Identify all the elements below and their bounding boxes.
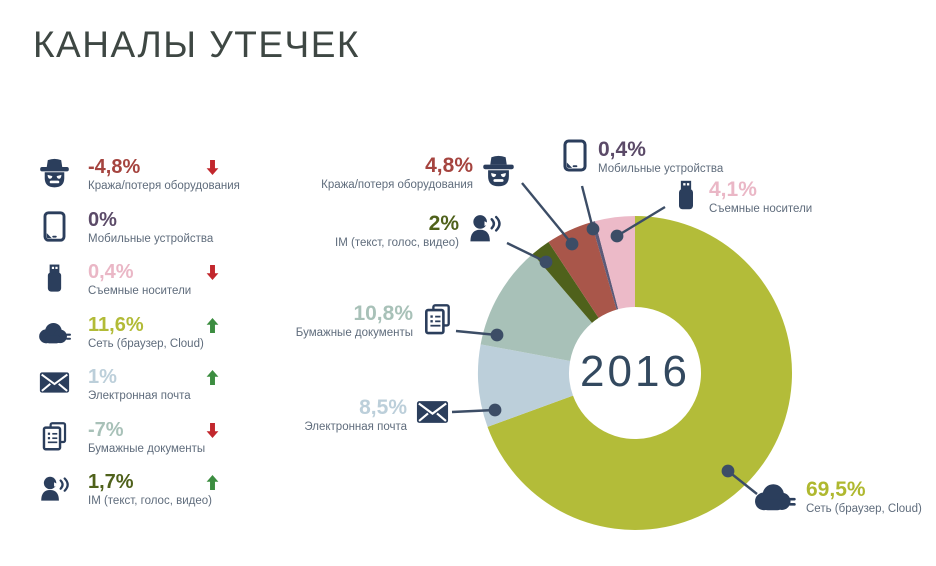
legend-item-network: 11,6% Сеть (браузер, Cloud) bbox=[36, 315, 286, 368]
leader-im bbox=[506, 241, 553, 269]
trend-label: Мобильные устройства bbox=[88, 232, 214, 245]
slice-label: Сеть (браузер, Cloud) bbox=[806, 503, 922, 515]
trend-value: 0% bbox=[88, 208, 117, 231]
slice-value: 2% bbox=[428, 212, 459, 235]
leader-paper bbox=[455, 328, 504, 342]
legend-item-mobile: 0% Мобильные устройства bbox=[36, 210, 286, 263]
leader-lines bbox=[451, 182, 758, 495]
donut-slice-2 bbox=[480, 253, 593, 361]
slice-value: 4,1% bbox=[709, 178, 757, 201]
slice-value: 10,8% bbox=[353, 302, 413, 325]
slice-label: Электронная почта bbox=[304, 421, 407, 433]
legend-item-theft: -4,8% Кража/потеря оборудования bbox=[36, 157, 286, 210]
trend-value: -7% bbox=[88, 418, 124, 441]
slice-value: 4,8% bbox=[425, 154, 473, 177]
callout-theft: 4,8% Кража/потеря оборудования bbox=[321, 155, 515, 193]
slice-value: 8,5% bbox=[359, 396, 407, 419]
trend-legend: -4,8% Кража/потеря оборудования 0% Мобил… bbox=[36, 157, 286, 525]
slice-label: Мобильные устройства bbox=[598, 163, 724, 175]
leader-network bbox=[721, 464, 758, 495]
trend-value: 0,4% bbox=[88, 261, 134, 283]
trend-value: 11,6% bbox=[88, 313, 144, 336]
legend-item-im: 1,7% IM (текст, голос, видео) bbox=[36, 472, 286, 525]
trend-label: Бумажные документы bbox=[88, 442, 206, 455]
person-speaking-icon bbox=[468, 213, 502, 248]
documents-icon bbox=[422, 303, 453, 341]
legend-item-removable: 0,4% Съемные носители bbox=[36, 262, 286, 315]
envelope-icon bbox=[416, 397, 449, 429]
legend-item-email: 1% Электронная почта bbox=[36, 367, 286, 420]
page-title: КАНАЛЫ УТЕЧЕК bbox=[33, 24, 360, 65]
trend-label: Сеть (браузер, Cloud) bbox=[88, 337, 204, 350]
leader-mobile bbox=[580, 185, 600, 236]
callout-paper: 10,8% Бумажные документы bbox=[296, 303, 453, 341]
leader-theft bbox=[521, 182, 579, 251]
callout-network: 69,5% Сеть (браузер, Cloud) bbox=[751, 479, 922, 518]
trend-label: Съемные носители bbox=[88, 285, 192, 297]
legend-item-paper: -7% Бумажные документы bbox=[36, 420, 286, 473]
spy-icon bbox=[482, 155, 515, 193]
usb-icon bbox=[672, 179, 700, 217]
callout-mobile: 0,4% Мобильные устройства bbox=[561, 139, 723, 177]
slice-value: 69,5% bbox=[806, 478, 866, 501]
tablet-icon bbox=[561, 139, 589, 177]
trend-label: Электронная почта bbox=[88, 390, 191, 402]
slice-value: 0,4% bbox=[598, 138, 646, 161]
cloud-icon bbox=[751, 479, 797, 518]
leader-email bbox=[451, 403, 502, 417]
trend-label: Кража/потеря оборудования bbox=[88, 180, 240, 192]
donut-slice-4 bbox=[548, 222, 617, 318]
donut-slice-6 bbox=[595, 216, 635, 310]
trend-label: IM (текст, голос, видео) bbox=[88, 495, 212, 507]
slice-label: IM (текст, голос, видео) bbox=[335, 237, 459, 249]
slice-label: Бумажные документы bbox=[295, 327, 413, 339]
callout-removable: 4,1% Съемные носители bbox=[672, 179, 812, 217]
leader-removable bbox=[610, 205, 666, 243]
callout-email: 8,5% Электронная почта bbox=[304, 397, 449, 434]
donut-slice-5 bbox=[591, 221, 619, 310]
donut-slice-1 bbox=[478, 344, 573, 427]
trend-value: 1,7% bbox=[88, 471, 134, 493]
trend-value: -4,8% bbox=[88, 156, 141, 178]
trend-value: 1% bbox=[88, 366, 117, 388]
slice-label: Съемные носители bbox=[709, 203, 813, 215]
chart-center-year: 2016 bbox=[580, 347, 690, 396]
donut-slice-0 bbox=[487, 215, 793, 530]
slice-label: Кража/потеря оборудования bbox=[321, 179, 473, 191]
callout-im: 2% IM (текст, голос, видео) bbox=[335, 213, 502, 250]
